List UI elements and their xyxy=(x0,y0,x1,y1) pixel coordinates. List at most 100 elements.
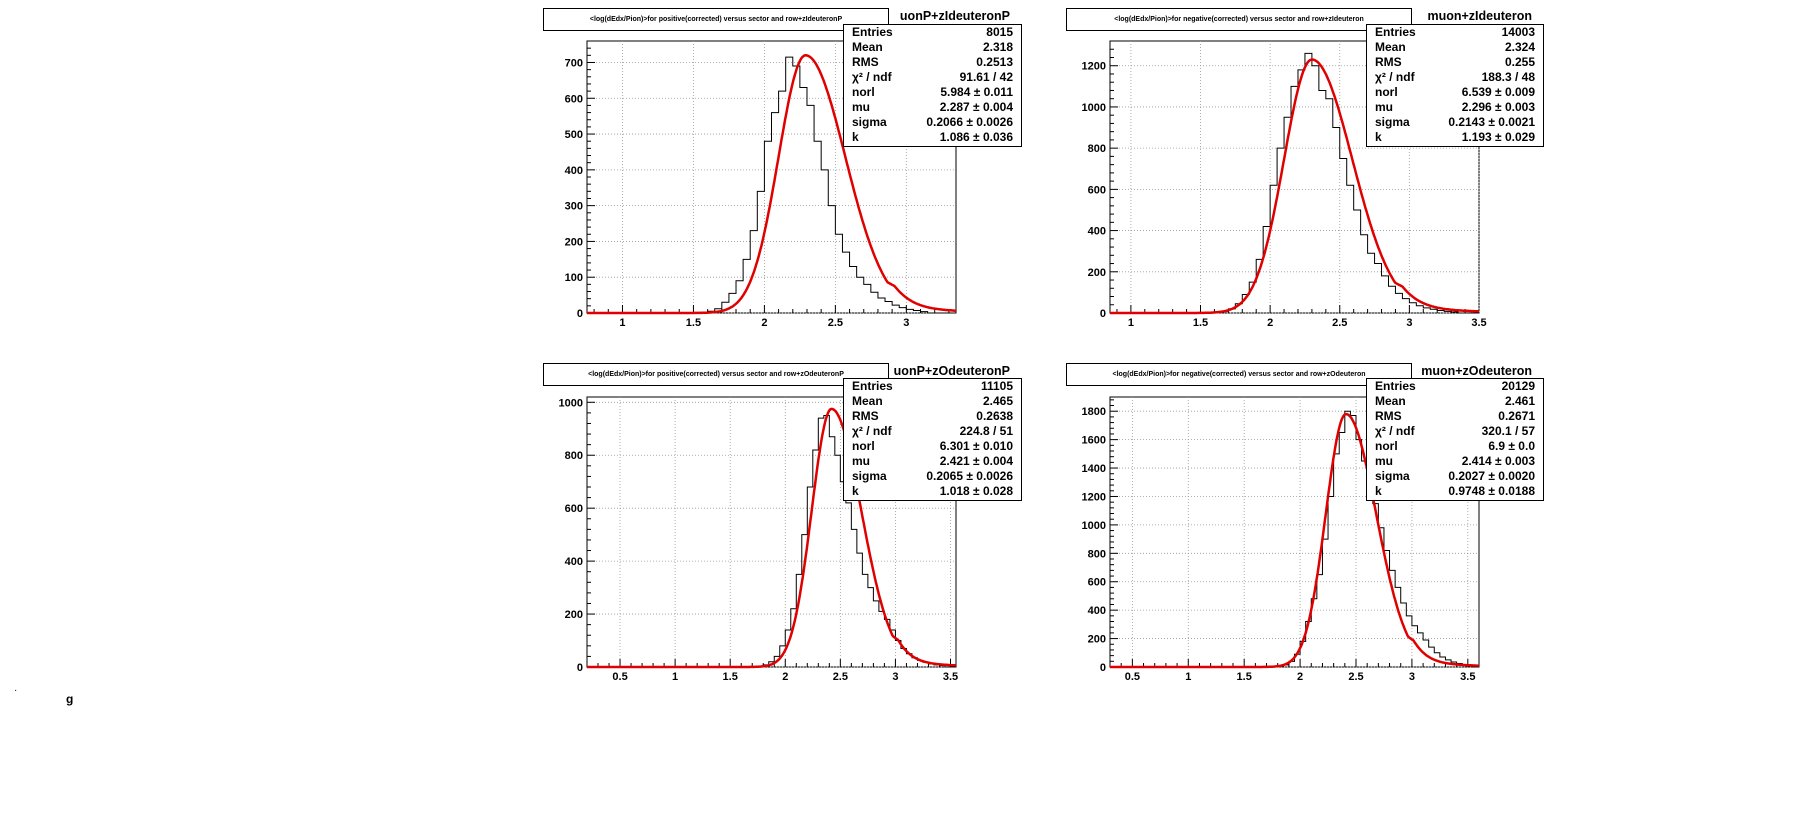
chart-title: <log(dEdx/Pion)>for positive(corrected) … xyxy=(543,8,889,31)
x-tick-label: 1 xyxy=(1185,671,1191,683)
y-tick-label: 200 xyxy=(1088,634,1106,646)
stats-key: k xyxy=(852,484,859,498)
stats-value: 2.465 xyxy=(982,394,1013,408)
stats-row: k 0.9748 ± 0.0188 xyxy=(1375,484,1535,499)
x-tick-label: 3.5 xyxy=(1460,671,1475,683)
y-tick-label: 0 xyxy=(577,308,583,320)
stats-value: 14003 xyxy=(1501,25,1535,39)
fit-curve xyxy=(587,54,956,315)
stats-key: mu xyxy=(852,100,870,114)
stats-row: mu 2.296 ± 0.003 xyxy=(1375,100,1535,115)
y-tick-label: 400 xyxy=(1088,605,1106,617)
chart-title: <log(dEdx/Pion)>for negative(corrected) … xyxy=(1066,8,1412,31)
stats-value: 0.2638 xyxy=(976,409,1013,423)
stats-row: sigma 0.2143 ± 0.0021 xyxy=(1375,115,1535,130)
stats-value: 0.9748 ± 0.0188 xyxy=(1448,484,1535,498)
y-tick-label: 600 xyxy=(1088,184,1106,196)
histogram-name: muon+zOdeuteron xyxy=(1421,364,1532,378)
stats-value: 6.539 ± 0.009 xyxy=(1461,85,1535,99)
y-tick-label: 200 xyxy=(1088,267,1106,279)
stats-key: Entries xyxy=(852,25,893,39)
stats-row: Entries 11105 xyxy=(852,379,1013,394)
stats-row: k 1.086 ± 0.036 xyxy=(852,130,1013,145)
y-tick-label: 700 xyxy=(565,57,583,69)
stats-value: 2.296 ± 0.003 xyxy=(1461,100,1535,114)
y-tick-label: 400 xyxy=(1088,226,1106,238)
stats-value: 0.2065 ± 0.0026 xyxy=(926,469,1013,483)
stats-key: χ² / ndf xyxy=(852,70,892,84)
stats-key: k xyxy=(1375,484,1382,498)
stats-row: Mean 2.318 xyxy=(852,40,1013,55)
stats-key: RMS xyxy=(1375,409,1402,423)
stats-row: norl 6.9 ± 0.0 xyxy=(1375,439,1535,454)
stats-row: RMS 0.2513 xyxy=(852,55,1013,70)
stats-value: 2.414 ± 0.003 xyxy=(1461,454,1535,468)
stats-row: χ² / ndf 188.3 / 48 xyxy=(1375,70,1535,85)
stats-key: Entries xyxy=(852,379,893,393)
stats-key: norl xyxy=(852,439,875,453)
stats-value: 8015 xyxy=(986,25,1013,39)
y-tick-label: 1000 xyxy=(1082,102,1106,114)
y-tick-label: 800 xyxy=(1088,143,1106,155)
stats-value: 2.421 ± 0.004 xyxy=(939,454,1013,468)
stats-key: mu xyxy=(1375,100,1393,114)
y-tick-label: 1000 xyxy=(1082,520,1106,532)
stats-value: 2.461 xyxy=(1504,394,1535,408)
fit-curve xyxy=(587,407,957,669)
x-tick-label: 3 xyxy=(1409,671,1415,683)
stats-row: RMS 0.2671 xyxy=(1375,409,1535,424)
x-tick-label: 3 xyxy=(1406,317,1412,329)
x-tick-label: 2 xyxy=(782,671,788,683)
stats-value: 320.1 / 57 xyxy=(1481,424,1535,438)
fit-curve xyxy=(1110,412,1480,669)
stats-key: Mean xyxy=(852,394,883,408)
x-tick-label: 2 xyxy=(1267,317,1273,329)
x-tick-label: 1.5 xyxy=(686,317,701,329)
stats-row: RMS 0.2638 xyxy=(852,409,1013,424)
stats-key: norl xyxy=(852,85,875,99)
y-tick-label: 100 xyxy=(565,272,583,284)
stats-value: 6.9 ± 0.0 xyxy=(1488,439,1535,453)
stats-key: Mean xyxy=(852,40,883,54)
stats-row: Mean 2.461 xyxy=(1375,394,1535,409)
stats-row: Mean 2.465 xyxy=(852,394,1013,409)
stats-key: mu xyxy=(852,454,870,468)
chart-title: <log(dEdx/Pion)>for negative(corrected) … xyxy=(1066,363,1412,386)
stats-value: 2.324 xyxy=(1504,40,1535,54)
stats-box: Entries 8015 Mean 2.318 RMS 0.2513 χ² / ndf 91.… xyxy=(843,24,1022,147)
stats-value: 0.2143 ± 0.0021 xyxy=(1448,115,1535,129)
y-tick-label: 1400 xyxy=(1082,463,1106,475)
stats-row: χ² / ndf 91.61 / 42 xyxy=(852,70,1013,85)
y-tick-label: 0 xyxy=(1100,308,1106,320)
y-tick-label: 800 xyxy=(565,450,583,462)
chart-title: <log(dEdx/Pion)>for positive(corrected) … xyxy=(543,363,889,386)
stats-row: mu 2.414 ± 0.003 xyxy=(1375,454,1535,469)
stats-value: 0.2671 xyxy=(1498,409,1535,423)
x-tick-label: 3 xyxy=(892,671,898,683)
stats-key: RMS xyxy=(852,55,879,69)
x-tick-label: 2.5 xyxy=(1348,671,1363,683)
x-tick-label: 2.5 xyxy=(1332,317,1347,329)
stats-key: norl xyxy=(1375,439,1398,453)
y-tick-label: 200 xyxy=(565,236,583,248)
stats-value: 5.984 ± 0.011 xyxy=(940,85,1013,99)
histogram-name: uonP+zIdeuteronP xyxy=(899,9,1010,23)
stats-value: 1.193 ± 0.029 xyxy=(1461,130,1535,144)
stats-value: 11105 xyxy=(980,379,1013,393)
y-tick-label: 200 xyxy=(565,609,583,621)
stats-key: Entries xyxy=(1375,379,1416,393)
y-tick-label: 1800 xyxy=(1082,406,1106,418)
x-tick-label: 1 xyxy=(619,317,625,329)
stats-row: norl 6.539 ± 0.009 xyxy=(1375,85,1535,100)
histogram-name: muon+zIdeuteron xyxy=(1427,9,1532,23)
stats-value: 224.8 / 51 xyxy=(959,424,1013,438)
x-tick-label: 3 xyxy=(903,317,909,329)
stats-value: 188.3 / 48 xyxy=(1481,70,1535,84)
x-tick-label: 1 xyxy=(1128,317,1134,329)
stats-row: χ² / ndf 320.1 / 57 xyxy=(1375,424,1535,439)
stats-row: Entries 8015 xyxy=(852,25,1013,40)
stats-key: χ² / ndf xyxy=(1375,70,1415,84)
stats-value: 0.2027 ± 0.0020 xyxy=(1448,469,1535,483)
stats-row: sigma 0.2065 ± 0.0026 xyxy=(852,469,1013,484)
stats-box: Entries 14003 Mean 2.324 RMS 0.255 χ² / ndf 188… xyxy=(1366,24,1544,147)
